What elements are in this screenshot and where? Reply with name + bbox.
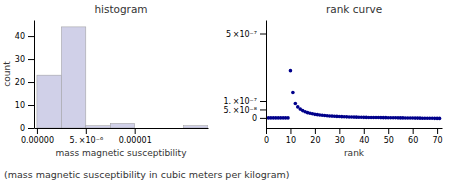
bar bbox=[37, 75, 61, 128]
bar bbox=[86, 126, 110, 128]
title: rank curve bbox=[326, 3, 382, 15]
tick-label: 30 bbox=[335, 136, 345, 145]
bar bbox=[159, 128, 183, 129]
tick-label: 70 bbox=[433, 136, 443, 145]
tick-label: 5. ×10⁻⁸ bbox=[223, 105, 257, 114]
y-axis-title: count bbox=[2, 61, 12, 87]
tick-mark bbox=[260, 118, 266, 119]
tick-mark bbox=[260, 34, 266, 35]
axis-line bbox=[34, 21, 35, 129]
tick-label: 1. ×10⁻⁷ bbox=[223, 97, 257, 106]
tick: 60 bbox=[408, 128, 418, 145]
tick: 5. ×10⁻⁸ bbox=[223, 105, 266, 114]
tick: 0 bbox=[252, 114, 266, 123]
tick-mark bbox=[290, 128, 291, 134]
tick-label: 10 bbox=[286, 136, 296, 145]
tick: 30 bbox=[335, 128, 345, 145]
x-axis-title: rank bbox=[344, 148, 365, 158]
tick-mark bbox=[413, 128, 414, 134]
tick-mark bbox=[135, 128, 136, 134]
tick-mark bbox=[266, 128, 267, 134]
tick-label: 20 bbox=[310, 136, 320, 145]
axis-line bbox=[266, 21, 267, 129]
tick-mark bbox=[28, 128, 34, 129]
tick: 1. ×10⁻⁷ bbox=[223, 97, 266, 106]
tick-mark bbox=[260, 101, 266, 102]
tick: 20 bbox=[310, 128, 320, 145]
tick: 0 bbox=[20, 124, 34, 133]
tick-mark bbox=[437, 128, 438, 134]
tick: 20 bbox=[15, 78, 34, 87]
point bbox=[294, 102, 298, 106]
bar bbox=[61, 27, 85, 128]
tick-mark bbox=[28, 82, 34, 83]
figure: 0.00000 5. ×10⁻⁶ 0.00001 0 10 20 30 40 histogram… bbox=[0, 0, 451, 184]
tick-mark bbox=[364, 128, 365, 134]
axis-line bbox=[35, 128, 209, 129]
tick-mark bbox=[28, 36, 34, 37]
tick: 10 bbox=[15, 101, 34, 110]
tick: 5 ×10⁻⁷ bbox=[226, 30, 266, 39]
point bbox=[438, 117, 442, 121]
y-axis: 05. ×10⁻⁸1. ×10⁻⁷ 5 ×10⁻⁷ bbox=[223, 21, 266, 129]
tick-label: 0 bbox=[264, 136, 269, 145]
tick-label: 30 bbox=[15, 55, 25, 64]
tick: 0 bbox=[264, 128, 269, 145]
plot-area bbox=[267, 69, 442, 120]
x-axis-title: mass magnetic susceptibility bbox=[56, 148, 188, 158]
tick-mark bbox=[37, 128, 38, 134]
tick-mark bbox=[315, 128, 316, 134]
caption: (mass magnetic susceptibility in cubic m… bbox=[4, 169, 289, 180]
tick: 50 bbox=[384, 128, 394, 145]
tick: 10 bbox=[286, 128, 296, 145]
tick-label: 40 bbox=[359, 136, 369, 145]
tick-label: 20 bbox=[15, 78, 25, 87]
bar bbox=[184, 126, 208, 128]
tick-label: 40 bbox=[15, 32, 25, 41]
tick-mark bbox=[28, 105, 34, 106]
tick-label: 50 bbox=[384, 136, 394, 145]
tick-mark bbox=[260, 109, 266, 110]
tick-mark bbox=[86, 128, 87, 134]
plot-area bbox=[37, 27, 208, 128]
tick-label: 0.00001 bbox=[119, 136, 152, 145]
axis-line bbox=[267, 128, 443, 129]
tick-label: 0.00000 bbox=[21, 136, 54, 145]
tick-mark bbox=[28, 59, 34, 60]
tick: 40 bbox=[15, 32, 34, 41]
tick-label: 5. ×10⁻⁶ bbox=[70, 136, 104, 145]
bar bbox=[135, 128, 159, 129]
tick-label: 0 bbox=[252, 114, 257, 123]
tick-label: 0 bbox=[20, 124, 25, 133]
tick-mark bbox=[339, 128, 340, 134]
tick-label: 10 bbox=[15, 101, 25, 110]
tick-label: 60 bbox=[408, 136, 418, 145]
point bbox=[289, 69, 293, 73]
tick: 0.00000 bbox=[21, 128, 54, 145]
point bbox=[291, 91, 295, 95]
tick: 5. ×10⁻⁶ bbox=[70, 128, 104, 145]
tick: 0.00001 bbox=[119, 128, 152, 145]
panel: 01020304050607005. ×10⁻⁸1. ×10⁻⁷5 ×10⁻⁷r… bbox=[223, 3, 442, 158]
x-axis: 0 10 20 30 40 50 60 70 bbox=[264, 128, 443, 145]
tick: 30 bbox=[15, 55, 34, 64]
tick: 40 bbox=[359, 128, 369, 145]
tick: 70 bbox=[433, 128, 443, 145]
tick-label: 5 ×10⁻⁷ bbox=[226, 30, 257, 39]
bar bbox=[110, 123, 134, 128]
panel: 0.00000 5. ×10⁻⁶ 0.00001 0 10 20 30 40 histogram… bbox=[2, 3, 209, 158]
tick-mark bbox=[388, 128, 389, 134]
point bbox=[286, 116, 290, 120]
title: histogram bbox=[94, 3, 147, 15]
x-axis: 0.00000 5. ×10⁻⁶ 0.00001 bbox=[21, 128, 209, 145]
y-axis: 0 10 20 30 40 bbox=[15, 21, 35, 134]
